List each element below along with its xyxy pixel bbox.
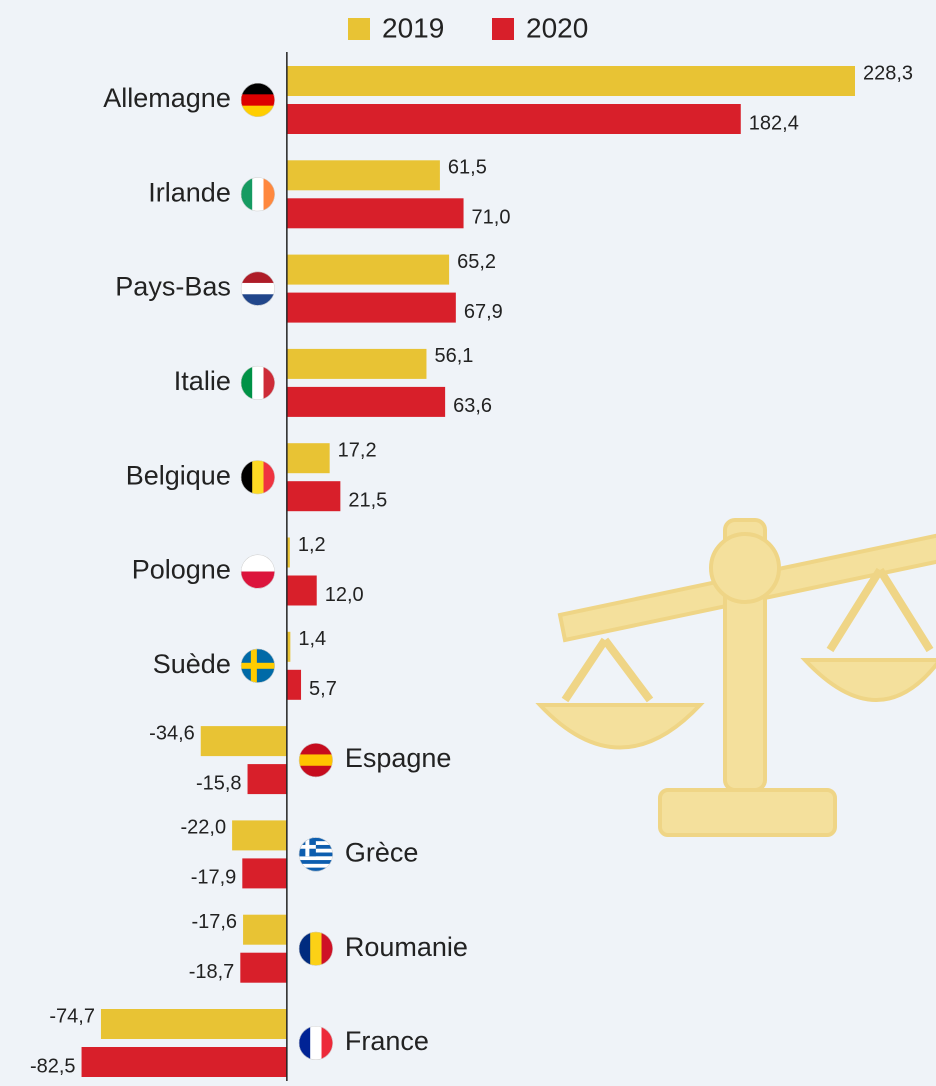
- category-label: Roumanie: [345, 932, 468, 962]
- bar: [101, 1009, 287, 1039]
- bar: [243, 915, 287, 945]
- flag-stripe: [252, 177, 264, 211]
- flag-stripe: [241, 460, 253, 494]
- flag-stripe: [299, 860, 333, 864]
- flag: [241, 460, 276, 494]
- flag-stripe: [299, 754, 333, 766]
- value-label: 1,4: [298, 628, 326, 650]
- bar: [287, 670, 301, 700]
- legend-swatch: [348, 18, 370, 40]
- flag-stripe: [299, 932, 311, 966]
- value-label: -82,5: [30, 1055, 76, 1077]
- value-label: -74,7: [49, 1005, 95, 1027]
- flag: [241, 272, 275, 307]
- bar: [287, 576, 317, 606]
- flag: [241, 83, 275, 118]
- category-label: Pays-Bas: [115, 272, 231, 302]
- flag-stripe: [241, 272, 275, 284]
- value-label: 65,2: [457, 251, 496, 273]
- scales-illustration: [540, 520, 936, 835]
- flag-stripe: [252, 366, 264, 400]
- value-label: 228,3: [863, 62, 913, 84]
- value-label: -18,7: [189, 961, 235, 983]
- category-label: Espagne: [345, 743, 452, 773]
- flag-stripe: [241, 572, 275, 590]
- chart: 2019 2020 228,3 182,4 Allemagne 61,5 71,0 Irlan…: [0, 0, 936, 1081]
- flag: [299, 837, 333, 871]
- legend-label: 2020: [526, 12, 588, 43]
- flag-stripe: [252, 460, 264, 494]
- flag: [299, 932, 334, 966]
- value-label: 61,5: [448, 157, 487, 179]
- category-label: Pologne: [132, 555, 231, 585]
- flag-stripe: [310, 932, 322, 966]
- bar: [201, 726, 287, 756]
- bar: [287, 443, 330, 473]
- flag-stripe: [241, 177, 253, 211]
- flag-stripe: [299, 856, 333, 860]
- legend-swatch: [492, 18, 514, 40]
- flag-stripe: [241, 83, 275, 95]
- bar: [287, 255, 449, 285]
- category-label: Italie: [174, 366, 231, 396]
- value-label: -15,8: [196, 772, 242, 794]
- flag-stripe: [299, 1026, 311, 1060]
- category-label: France: [345, 1026, 429, 1056]
- value-label: -17,9: [191, 867, 237, 889]
- bar: [248, 764, 287, 794]
- flag-stripe: [241, 283, 275, 295]
- flag: [241, 177, 276, 211]
- page: {"chart_data": { "type": "barh", "catego…: [0, 0, 936, 1081]
- flag-stripe: [241, 663, 275, 669]
- legend-label: 2019: [382, 12, 444, 43]
- flag-stripe: [251, 649, 257, 683]
- value-label: -34,6: [149, 722, 195, 744]
- flag-stripe: [310, 1026, 322, 1060]
- bar: [240, 953, 287, 983]
- value-label: 17,2: [338, 439, 377, 461]
- category-label: Belgique: [126, 460, 231, 490]
- category-label: Grèce: [345, 838, 419, 868]
- flag: [299, 1026, 334, 1060]
- flag: [241, 366, 276, 400]
- flag: [241, 555, 275, 590]
- bar: [242, 858, 287, 888]
- flag-stripe: [241, 94, 275, 106]
- bar: [287, 349, 427, 379]
- bar: [287, 198, 464, 228]
- category-label: Allemagne: [103, 83, 231, 113]
- flag: [299, 743, 333, 778]
- flag: [241, 649, 275, 683]
- value-label: 21,5: [348, 489, 387, 511]
- bar: [287, 66, 855, 96]
- value-label: 56,1: [434, 345, 473, 367]
- bar: [287, 293, 456, 323]
- value-label: 1,2: [298, 534, 326, 556]
- bar: [82, 1047, 287, 1077]
- bar: [287, 481, 341, 511]
- value-label: 71,0: [472, 207, 511, 229]
- category-label: Irlande: [148, 177, 231, 207]
- bar: [287, 104, 741, 134]
- flag-stripe: [241, 366, 253, 400]
- value-label: -17,6: [191, 911, 237, 933]
- value-label: -22,0: [181, 817, 227, 839]
- value-label: 182,4: [749, 112, 799, 134]
- value-label: 5,7: [309, 678, 337, 700]
- category-label: Suède: [153, 649, 231, 679]
- flag-stripe: [299, 743, 333, 755]
- value-label: 63,6: [453, 395, 492, 417]
- value-label: 67,9: [464, 301, 503, 323]
- bar: [287, 160, 440, 190]
- bar: [287, 387, 445, 417]
- bar: [232, 820, 287, 850]
- value-label: 12,0: [325, 584, 364, 606]
- flag-stripe: [241, 555, 275, 573]
